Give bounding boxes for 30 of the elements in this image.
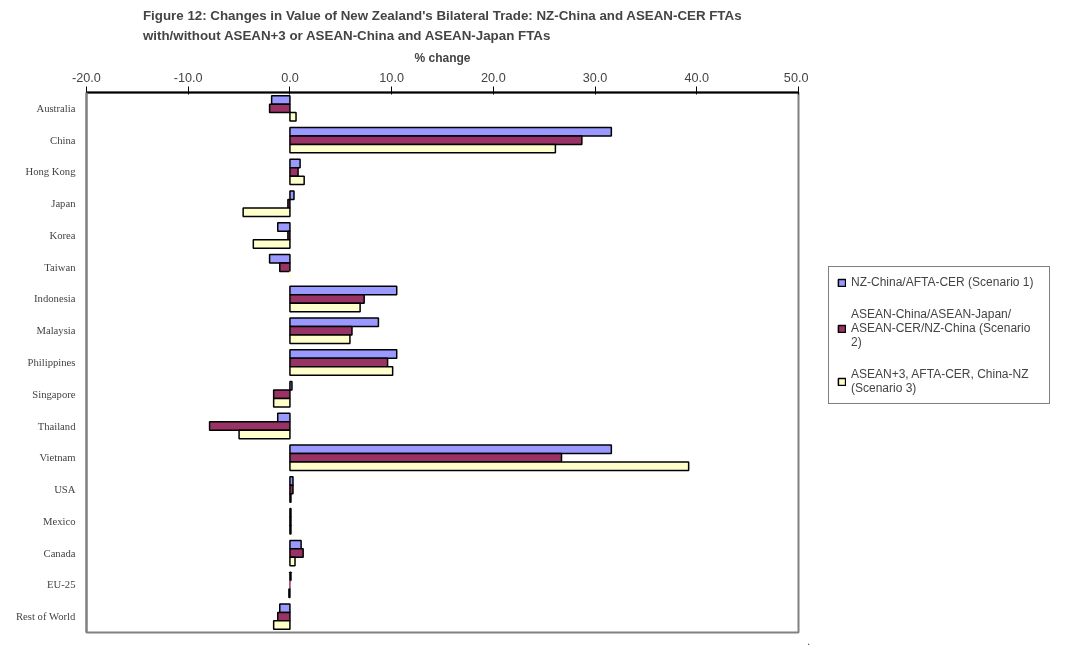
legend-label: NZ-China/AFTA-CER (Scenario 1) <box>851 275 1035 289</box>
y-tick-label: Korea <box>49 229 76 241</box>
y-tick-label: Rest of World <box>15 611 76 623</box>
x-tick-label: -10.0 <box>173 70 203 85</box>
x-tick-label: 0.0 <box>281 70 299 85</box>
x-tick-label: 40.0 <box>684 70 710 85</box>
y-tick-label: Australia <box>36 102 76 114</box>
x-axis-title: % change <box>414 50 471 65</box>
legend-label: ASEAN-China/ASEAN-Japan/ASEAN-CER/NZ-China (Scenario 2) <box>851 307 1032 349</box>
y-tick-label: Mexico <box>42 515 76 527</box>
x-tick-label: -20.0 <box>72 70 101 85</box>
y-tick-label: USA <box>54 484 76 496</box>
chart-title: Figure 12: Changes in Value of New Zealand's Bilateral Trade: NZ-China and ASEAN-CER FTAs with/without ASEAN+3 or ASEAN-China and ASEAN-Japan FTAs <box>141 8 742 43</box>
x-tick-label: 10.0 <box>379 70 404 85</box>
y-tick-label: Singapore <box>32 388 76 400</box>
y-tick-label: Taiwan <box>44 261 77 273</box>
y-tick-label: Hong Kong <box>25 166 77 178</box>
y-tick-label: Vietnam <box>39 452 77 464</box>
y-tick-label: Indonesia <box>34 293 76 305</box>
x-tick-label: 30.0 <box>582 70 608 85</box>
legend-label: ASEAN+3, AFTA-CER, China-NZ (Scenario 3) <box>851 367 1030 395</box>
y-tick-label: Thailand <box>37 420 77 432</box>
y-tick-label: Japan <box>51 198 77 210</box>
y-tick-label: Philippines <box>27 357 76 368</box>
y-tick-label: China <box>50 134 76 146</box>
y-tick-label: Malaysia <box>36 325 76 337</box>
x-tick-label: 20.0 <box>481 70 506 85</box>
y-tick-label: Canada <box>43 547 76 559</box>
y-tick-label: EU-25 <box>47 579 76 591</box>
x-tick-label: 50.0 <box>783 70 809 85</box>
